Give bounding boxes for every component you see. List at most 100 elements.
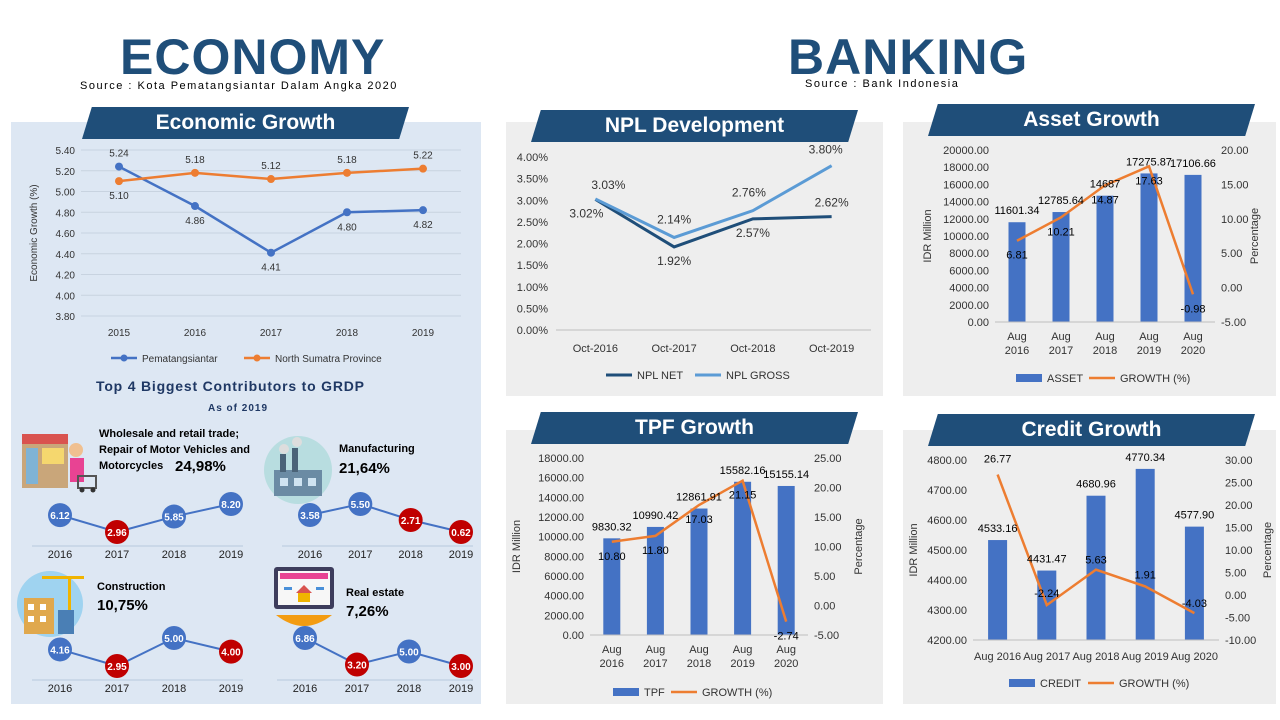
bar (1086, 495, 1106, 640)
y-tick-label: 20000.00 (943, 145, 989, 157)
y-tick-label: 4000.00 (949, 283, 989, 295)
contrib-line (59, 636, 232, 668)
bar (988, 540, 1008, 640)
y-tick-label: 4300.00 (927, 605, 967, 617)
y-tick-label: 5.00 (56, 188, 76, 199)
bar-label: 10990.42 (632, 510, 678, 522)
y-tick-label: 0.00% (517, 325, 548, 337)
contrib-value: 2.95 (107, 662, 127, 673)
y-tick-label: 18000.00 (538, 453, 584, 465)
contrib-marker (398, 508, 423, 533)
bar (1096, 195, 1114, 322)
y2-tick-label: 20.00 (1225, 500, 1253, 512)
y-tick-label: 14000.00 (943, 197, 989, 209)
y2-axis-label: Percentage (1249, 208, 1261, 264)
y-tick-label: 0.50% (517, 303, 548, 315)
contrib-value: 6.86 (295, 634, 315, 645)
contrib-value: 5.50 (351, 500, 371, 511)
contrib-marker (345, 652, 369, 677)
data-label: 4.80 (337, 222, 357, 233)
growth-label: 11.80 (642, 545, 669, 557)
contrib-marker (105, 654, 129, 678)
npl-ribbon: NPL Development (531, 110, 858, 142)
y2-tick-label: 10.00 (814, 542, 842, 554)
bar-label: 17106.66 (1170, 158, 1216, 170)
y2-tick-label: 5.00 (1221, 248, 1242, 260)
x-tick-label: 2020 (1181, 345, 1205, 357)
y-tick-label: 4.80 (56, 208, 76, 219)
legend-marker (253, 354, 261, 362)
x-tick-label: Oct-2016 (573, 343, 618, 355)
bar-label: 4533.16 (978, 523, 1018, 535)
bar (1184, 526, 1204, 640)
bar (1008, 222, 1026, 322)
contrib-marker (449, 520, 473, 544)
y-tick-label: 18000.00 (943, 162, 989, 174)
contrib-year: 2019 (219, 549, 243, 561)
growth-line (996, 474, 1195, 615)
contrib-year: 2017 (345, 683, 369, 695)
y2-tick-label: 5.00 (1225, 568, 1246, 580)
y-tick-label: 3.00% (517, 195, 548, 207)
bar (1184, 174, 1202, 322)
growth-label: 5.63 (1085, 555, 1106, 567)
tpf-ribbon: TPF Growth (531, 412, 858, 444)
bar-label: 4680.96 (1076, 479, 1116, 491)
contrib-subtitle: As of 2019 (208, 403, 269, 414)
y2-tick-label: -5.00 (1225, 613, 1250, 625)
economic-growth-ribbon: Economic Growth (82, 107, 409, 139)
growth-label: 10.80 (598, 551, 626, 563)
contrib-2-name: Manufacturing (339, 443, 415, 455)
growth-label: 21.15 (729, 490, 757, 502)
contrib-value: 4.16 (50, 645, 70, 656)
x-tick-label: 2019 (1137, 345, 1161, 357)
x-tick-label: 2017 (643, 658, 667, 670)
data-label: 5.18 (337, 155, 357, 166)
contrib-value: 8.20 (221, 500, 241, 511)
contrib-year: 2016 (48, 683, 72, 695)
data-point (343, 208, 351, 217)
contrib-marker (162, 504, 186, 529)
y2-tick-label: 10.00 (1221, 214, 1249, 226)
contrib-marker (219, 492, 243, 516)
growth-line (1016, 164, 1195, 295)
contrib-year: 2017 (105, 549, 129, 561)
bar-label: 4431.47 (1027, 554, 1067, 566)
x-tick-label: Aug (1139, 331, 1159, 343)
banking-source: Source : Bank Indonesia (805, 78, 960, 90)
data-point (115, 162, 123, 171)
contrib-1-pct: 24,98% (175, 458, 226, 475)
contrib-value: 4.00 (221, 648, 241, 659)
contrib-value: 3.20 (347, 661, 367, 672)
bar-label: 14687 (1090, 179, 1121, 191)
data-label: 5.10 (109, 191, 129, 202)
y-tick-label: 0.00 (563, 630, 584, 642)
retail-shop-illustration (18, 432, 98, 494)
contrib-year: 2018 (162, 683, 186, 695)
legend-label: GROWTH (%) (1120, 373, 1190, 385)
data-label: 3.02% (569, 206, 603, 220)
y-tick-label: 2000.00 (949, 300, 989, 312)
contrib-marker (449, 654, 473, 678)
contrib-2-pct: 21,64% (339, 460, 390, 477)
data-point (343, 168, 351, 177)
legend-label: ASSET (1047, 373, 1083, 385)
y-tick-label: 6000.00 (544, 571, 584, 583)
contrib-line (309, 502, 462, 533)
bar-label: 11601.34 (994, 205, 1039, 217)
y-axis-label: IDR Million (908, 523, 920, 576)
y2-tick-label: 15.00 (1225, 523, 1253, 535)
contrib-4-name: Real estate (346, 587, 405, 599)
legend-swatch (613, 688, 639, 696)
y-tick-label: 4700.00 (927, 485, 967, 497)
y-tick-label: 16000.00 (538, 473, 584, 485)
legend-marker (120, 354, 128, 362)
contrib-3-pct: 10,75% (97, 597, 148, 614)
y-tick-label: 1.50% (517, 260, 548, 272)
y-tick-label: 4.00% (517, 152, 548, 164)
data-label: 4.41 (261, 263, 281, 274)
contrib-3-name: Construction (97, 581, 166, 593)
economy-title: ECONOMY (120, 29, 386, 85)
series-line (594, 198, 832, 249)
y-tick-label: 8000.00 (949, 248, 989, 260)
